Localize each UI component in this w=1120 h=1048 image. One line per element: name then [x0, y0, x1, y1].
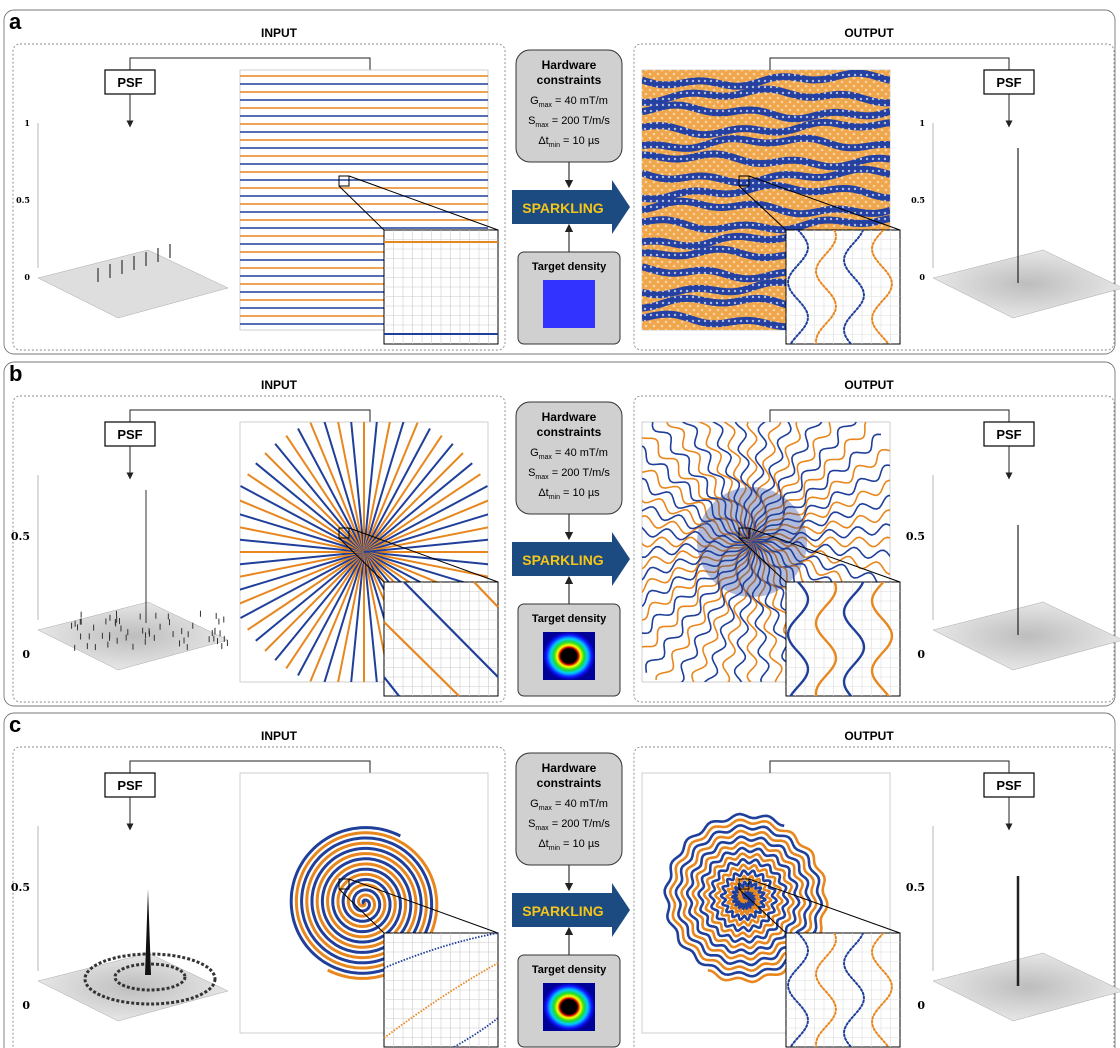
psf-tick-label: 0.5	[911, 195, 925, 205]
psf-tick-label: 0	[917, 648, 925, 661]
psf-label: PSF	[996, 778, 1021, 793]
psf-label: PSF	[117, 75, 142, 90]
panel-letter: c	[9, 712, 21, 737]
target-density-map	[543, 280, 595, 328]
output-trajectory	[642, 773, 900, 1047]
psf-tick-label: 0	[917, 999, 925, 1012]
psf-tick-label: 0	[919, 272, 925, 282]
middle-column: HardwareconstraintsGmax = 40 mT/mSmax = …	[512, 50, 630, 344]
psf-tick-label: 0.5	[11, 530, 30, 543]
input-title: INPUT	[261, 729, 298, 743]
output-title: OUTPUT	[844, 729, 894, 743]
sparkling-label: SPARKLING	[522, 200, 604, 216]
psf-label: PSF	[996, 75, 1021, 90]
hardware-title-line2: constraints	[537, 425, 602, 439]
output-title: OUTPUT	[844, 26, 894, 40]
middle-column: HardwareconstraintsGmax = 40 mT/mSmax = …	[512, 402, 630, 696]
psf-tick-label: 0.5	[906, 881, 925, 894]
psf-tick-label: 0	[22, 999, 30, 1012]
psf-tick-label: 0	[24, 272, 30, 282]
sparkling-label: SPARKLING	[522, 903, 604, 919]
target-density-label: Target density	[532, 964, 607, 976]
target-density-map	[543, 983, 595, 1031]
hardware-title-line1: Hardware	[542, 761, 597, 775]
panel-letter: b	[9, 361, 22, 386]
psf-tick-label: 1	[24, 118, 30, 128]
hardware-title-line2: constraints	[537, 776, 602, 790]
panel-letter: a	[9, 9, 22, 34]
hardware-title-line1: Hardware	[542, 58, 597, 72]
psf-label: PSF	[996, 427, 1021, 442]
sparkling-label: SPARKLING	[522, 552, 604, 568]
output-trajectory	[642, 70, 900, 344]
hardware-title-line1: Hardware	[542, 410, 597, 424]
input-trajectory	[240, 773, 498, 1047]
psf-tick-label: 0	[22, 648, 30, 661]
target-density-label: Target density	[532, 613, 607, 625]
input-trajectory	[240, 70, 498, 344]
hardware-title-line2: constraints	[537, 73, 602, 87]
panel-a: a INPUT OUTPUT PSF 1 0.5 0 HardwareconstraintsG…	[4, 9, 1120, 354]
input-trajectory	[224, 412, 504, 696]
target-density-map	[543, 632, 595, 680]
psf-label: PSF	[117, 778, 142, 793]
panel-c: c INPUT OUTPUT PSF 0.5 0 HardwareconstraintsGm…	[4, 712, 1120, 1048]
input-title: INPUT	[261, 378, 298, 392]
target-density-label: Target density	[532, 261, 607, 273]
output-title: OUTPUT	[844, 378, 894, 392]
input-title: INPUT	[261, 26, 298, 40]
constraint-dt: Δtmin = 10 µs	[538, 838, 600, 852]
panel-b: b INPUT OUTPUT PSF 0.5 0 HardwareconstraintsGm…	[4, 361, 1120, 710]
constraint-dt: Δtmin = 10 µs	[538, 487, 600, 501]
middle-column: HardwareconstraintsGmax = 40 mT/mSmax = …	[512, 753, 630, 1047]
constraint-dt: Δtmin = 10 µs	[538, 135, 600, 149]
psf-tick-label: 0.5	[16, 195, 30, 205]
psf-tick-label: 0.5	[11, 881, 30, 894]
psf-label: PSF	[117, 427, 142, 442]
psf-tick-label: 0.5	[906, 530, 925, 543]
psf-tick-label: 1	[919, 118, 925, 128]
